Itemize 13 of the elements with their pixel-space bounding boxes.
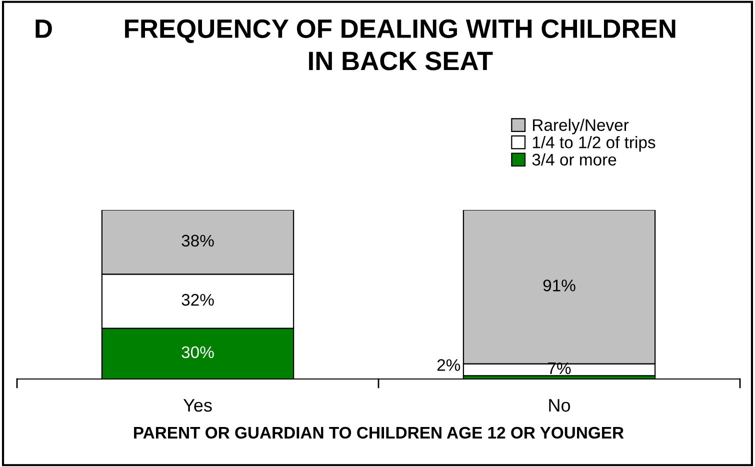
legend-label: 3/4 or more bbox=[532, 153, 616, 166]
x-tick-label: Yes bbox=[183, 399, 212, 412]
chart-title: FREQUENCY OF DEALING WITH CHILDREN IN BACK SEAT bbox=[125, 19, 676, 70]
data-label: 91% bbox=[543, 280, 576, 292]
data-label: 2% bbox=[437, 359, 460, 371]
data-label: 38% bbox=[182, 234, 214, 247]
x-axis-title: PARENT OR GUARDIAN TO CHILDREN AGE 12 OR YOUNGER bbox=[134, 426, 624, 439]
text: D bbox=[36, 20, 52, 38]
legend-label: 1/4 to 1/2 of trips bbox=[532, 136, 656, 152]
x-tick-label: No bbox=[549, 399, 570, 412]
data-label: 30% bbox=[182, 346, 214, 358]
data-label: 32% bbox=[182, 294, 214, 306]
legend-label: Rarely/Never bbox=[533, 118, 629, 134]
